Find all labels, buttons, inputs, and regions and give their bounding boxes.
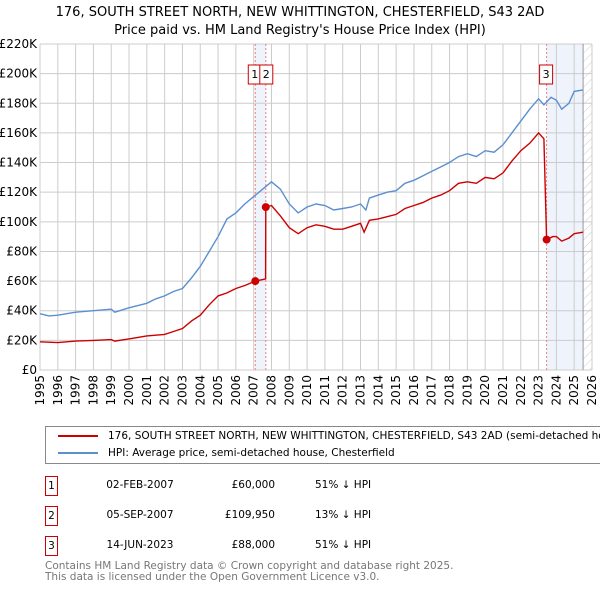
legend: 176, SOUTH STREET NORTH, NEW WHITTINGTON… (45, 426, 600, 464)
transaction-date: 14-JUN-2023 (106, 539, 174, 551)
sale-label: 3 (543, 68, 550, 81)
footer: Contains HM Land Registry data © Crown c… (45, 561, 453, 583)
x-tick-label: 2011 (318, 375, 332, 406)
sale-label-box: 3 (539, 64, 554, 85)
x-tick-label: 1995 (33, 375, 47, 406)
transaction-price: £88,000 (231, 539, 275, 551)
shaded-range (255, 44, 266, 370)
x-tick-label: 2020 (478, 375, 492, 406)
legend-label: HPI: Average price, semi-detached house,… (108, 447, 395, 459)
title-line-1: 176, SOUTH STREET NORTH, NEW WHITTINGTON… (55, 5, 545, 20)
transaction-hpi-diff: 51% ↓ HPI (315, 479, 372, 491)
y-tick-label: £160K (0, 126, 38, 140)
legend-label: 176, SOUTH STREET NORTH, NEW WHITTINGTON… (108, 430, 600, 442)
y-tick-label: £100K (0, 215, 38, 229)
y-tick-label: £60K (6, 274, 38, 288)
x-tick-label: 2008 (264, 375, 278, 406)
title-line-2: Price paid vs. HM Land Registry's House … (114, 23, 486, 38)
x-tick-label: 2010 (300, 375, 314, 406)
x-tick-label: 2013 (354, 375, 368, 406)
sale-point (542, 235, 551, 244)
footer-copyright: Contains HM Land Registry data © Crown c… (45, 560, 454, 572)
footer-licence: This data is licensed under the Open Gov… (45, 571, 380, 583)
transaction-hpi-diff: 13% ↓ HPI (315, 509, 372, 521)
price-chart: £0 £20K £40K £60K £80K £100K £120K £140K £160K £1… (0, 37, 599, 406)
sale-label-box: 2 (259, 64, 274, 85)
y-tick-label: £200K (0, 67, 38, 81)
x-tick-label: 1997 (69, 375, 83, 406)
x-tick-label: 2015 (389, 375, 403, 406)
x-tick-label: 2009 (282, 375, 296, 406)
legend-swatch (58, 435, 98, 437)
transaction-date: 05-SEP-2007 (106, 509, 174, 521)
x-tick-label: 2001 (140, 375, 154, 406)
y-tick-label: £180K (0, 96, 38, 110)
y-tick-label: £120K (0, 185, 38, 199)
transaction-price: £60,000 (231, 479, 275, 491)
transaction-marker: 1 (45, 476, 58, 496)
sale-label: 2 (263, 68, 270, 81)
x-tick-label: 2022 (514, 375, 528, 406)
series-line-price-paid (39, 131, 584, 344)
x-tick-label: 2024 (549, 375, 563, 406)
x-tick-label: 1998 (86, 375, 100, 406)
forecast-hatch (583, 44, 592, 370)
y-tick-label: £40K (6, 304, 38, 318)
legend-item-price-paid: 176, SOUTH STREET NORTH, NEW WHITTINGTON… (58, 427, 600, 445)
sale-point (261, 203, 270, 212)
y-tick-label: £20K (6, 333, 38, 347)
legend-item-hpi: HPI: Average price, semi-detached house,… (58, 444, 395, 462)
y-tick-label: £140K (0, 156, 38, 170)
x-tick-label: 2026 (585, 375, 599, 406)
x-tick-label: 2003 (175, 375, 189, 406)
x-tick-label: 2004 (193, 375, 207, 406)
x-tick-label: 2019 (460, 375, 474, 406)
x-tick-label: 2023 (532, 375, 546, 406)
transaction-marker: 2 (45, 506, 58, 526)
x-tick-label: 2012 (336, 375, 350, 406)
x-tick-label: 2017 (425, 375, 439, 406)
y-tick-label: £0 (22, 363, 37, 377)
transaction-marker: 3 (45, 536, 58, 556)
x-tick-label: 2025 (567, 375, 581, 406)
x-tick-label: 2016 (407, 375, 421, 406)
sale-label-border (539, 64, 554, 85)
x-tick-label: 2002 (158, 375, 172, 406)
transaction-price: £109,950 (224, 509, 275, 521)
transaction-hpi-diff: 51% ↓ HPI (315, 539, 372, 551)
series-line-hpi (39, 89, 584, 317)
x-tick-label: 2007 (247, 375, 261, 406)
legend-swatch (58, 452, 98, 454)
x-tick-label: 1996 (51, 375, 65, 406)
x-tick-label: 2000 (122, 375, 136, 406)
x-tick-label: 2006 (229, 375, 243, 406)
y-tick-label: £220K (0, 37, 38, 51)
chart-title: 176, SOUTH STREET NORTH, NEW WHITTINGTON… (0, 4, 600, 40)
x-tick-label: 2014 (371, 375, 385, 406)
x-tick-label: 2018 (443, 375, 457, 406)
x-tick-label: 2005 (211, 375, 225, 406)
y-tick-label: £80K (6, 244, 38, 258)
x-tick-label: 1999 (104, 375, 118, 406)
sale-point (251, 277, 260, 286)
sale-label-border (259, 64, 274, 85)
sale-label: 1 (251, 68, 258, 81)
shaded-range (546, 44, 584, 370)
transaction-date: 02-FEB-2007 (106, 479, 174, 491)
x-tick-label: 2021 (496, 375, 510, 406)
